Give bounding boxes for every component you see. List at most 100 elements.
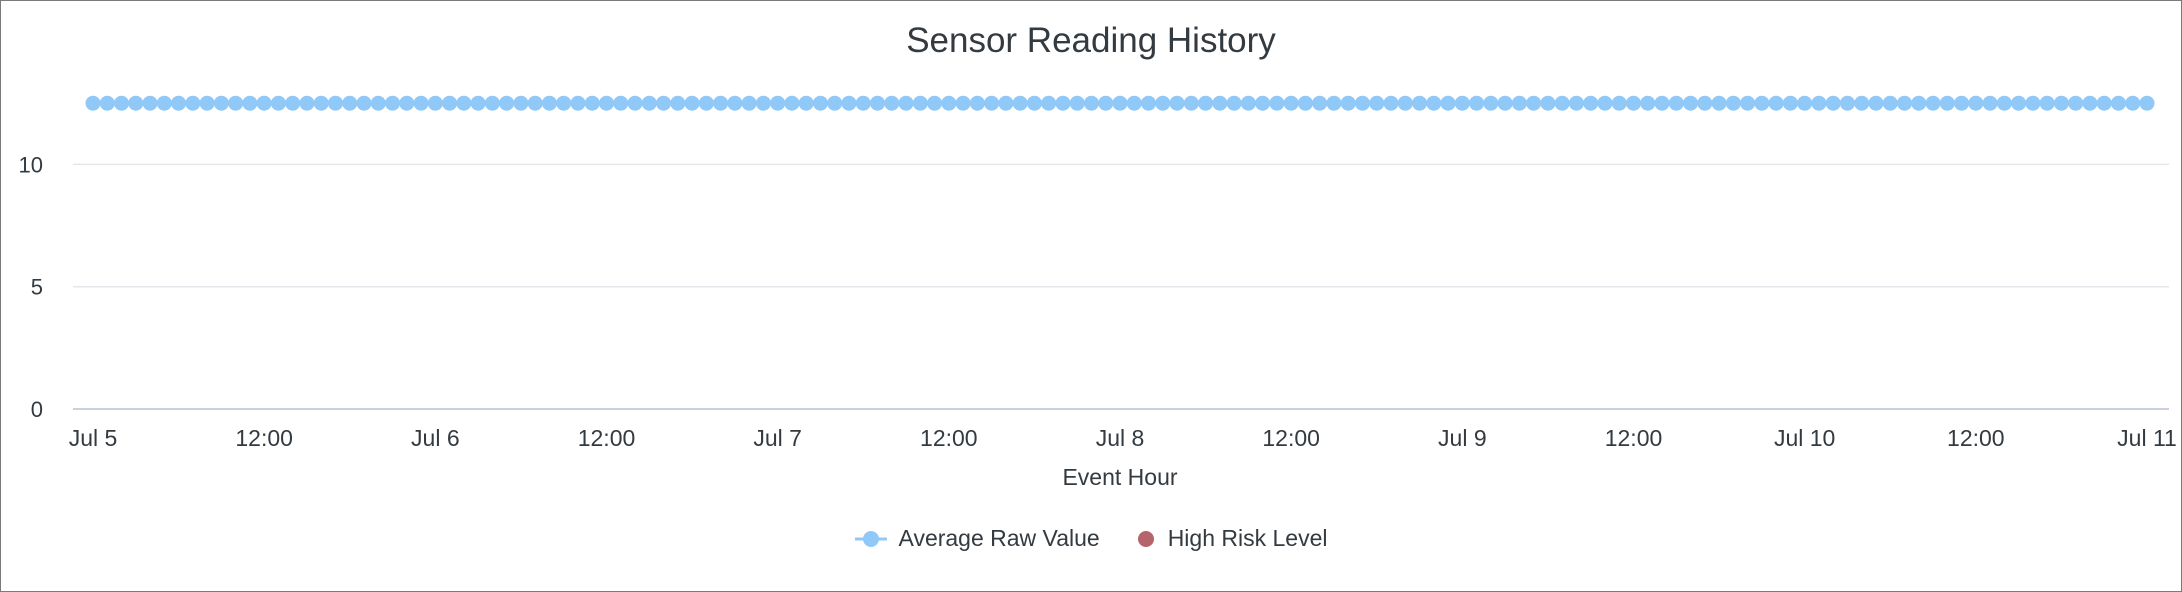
data-point (1882, 95, 1898, 111)
data-point (798, 95, 814, 111)
data-point (570, 95, 586, 111)
data-point (984, 95, 1000, 111)
data-point (2011, 95, 2027, 111)
data-point (2053, 95, 2069, 111)
data-point (1925, 95, 1941, 111)
legend: Average Raw Value High Risk Level (1, 525, 2181, 552)
legend-dot-icon (1137, 530, 1154, 547)
data-point (2068, 95, 2084, 111)
data-point (256, 95, 272, 111)
data-point (641, 95, 657, 111)
data-point (770, 95, 786, 111)
data-point (741, 95, 757, 111)
data-point (1982, 95, 1998, 111)
data-point (213, 95, 229, 111)
x-tick-label: Jul 9 (1438, 425, 1487, 451)
data-point (1725, 95, 1741, 111)
data-point (356, 95, 372, 111)
x-tick-label: Jul 6 (411, 425, 460, 451)
x-tick-label: Jul 10 (1774, 425, 1835, 451)
data-point (927, 95, 943, 111)
data-point (870, 95, 886, 111)
data-point (142, 95, 158, 111)
data-point (1897, 95, 1913, 111)
data-point (1226, 95, 1242, 111)
legend-line-dot-icon (854, 530, 887, 547)
data-point (1069, 95, 1085, 111)
data-point (884, 95, 900, 111)
data-point (1083, 95, 1099, 111)
data-point (456, 95, 472, 111)
data-point (1740, 95, 1756, 111)
data-point (385, 95, 401, 111)
data-point (399, 95, 415, 111)
data-point (684, 95, 700, 111)
data-point (1754, 95, 1770, 111)
data-point (1654, 95, 1670, 111)
data-point (1640, 95, 1656, 111)
data-point (1012, 95, 1028, 111)
data-point (1041, 95, 1057, 111)
data-point (1426, 95, 1442, 111)
data-point (1354, 95, 1370, 111)
data-point (1098, 95, 1114, 111)
data-point (1583, 95, 1599, 111)
data-point (541, 95, 557, 111)
data-point (2025, 95, 2041, 111)
data-point (1169, 95, 1185, 111)
data-point (1811, 95, 1827, 111)
data-point (527, 95, 543, 111)
y-tick-label: 10 (19, 152, 43, 177)
data-point (442, 95, 458, 111)
data-point (156, 95, 172, 111)
data-point (713, 95, 729, 111)
legend-label: Average Raw Value (898, 525, 1100, 551)
data-point (656, 95, 672, 111)
data-point (1212, 95, 1228, 111)
data-point (1312, 95, 1328, 111)
data-point (1141, 95, 1157, 111)
data-point (99, 95, 115, 111)
data-point (1412, 95, 1428, 111)
x-tick-label: 12:00 (578, 425, 636, 451)
data-point (1397, 95, 1413, 111)
data-point (299, 95, 315, 111)
data-point (1340, 95, 1356, 111)
data-point (1126, 95, 1142, 111)
data-point (1939, 95, 1955, 111)
data-point (955, 95, 971, 111)
x-axis-label: Event Hour (1062, 464, 1177, 490)
data-point (1112, 95, 1128, 111)
data-point (1683, 95, 1699, 111)
x-tick-label: 12:00 (920, 425, 978, 451)
data-point (2082, 95, 2098, 111)
legend-item-average-raw-value[interactable]: Average Raw Value (854, 525, 1100, 552)
data-point (1183, 95, 1199, 111)
data-point (1626, 95, 1641, 111)
data-point (1825, 95, 1841, 111)
data-point (327, 95, 343, 111)
data-point (1483, 95, 1499, 111)
x-tick-label: Jul 5 (69, 425, 118, 451)
legend-item-high-risk-level[interactable]: High Risk Level (1136, 525, 1327, 552)
data-point (969, 95, 985, 111)
data-point (855, 95, 871, 111)
data-point (427, 95, 443, 111)
data-point (1454, 95, 1470, 111)
data-point (1511, 95, 1527, 111)
x-tick-label: 12:00 (1605, 425, 1663, 451)
data-point (1540, 95, 1556, 111)
data-point (841, 95, 857, 111)
data-point (1269, 95, 1285, 111)
data-point (1668, 95, 1684, 111)
data-point (827, 95, 843, 111)
data-point (413, 95, 429, 111)
y-tick-label: 5 (31, 275, 43, 300)
data-point (1497, 95, 1513, 111)
data-point (755, 95, 771, 111)
data-point (513, 95, 529, 111)
data-point (898, 95, 914, 111)
data-point (1297, 95, 1313, 111)
